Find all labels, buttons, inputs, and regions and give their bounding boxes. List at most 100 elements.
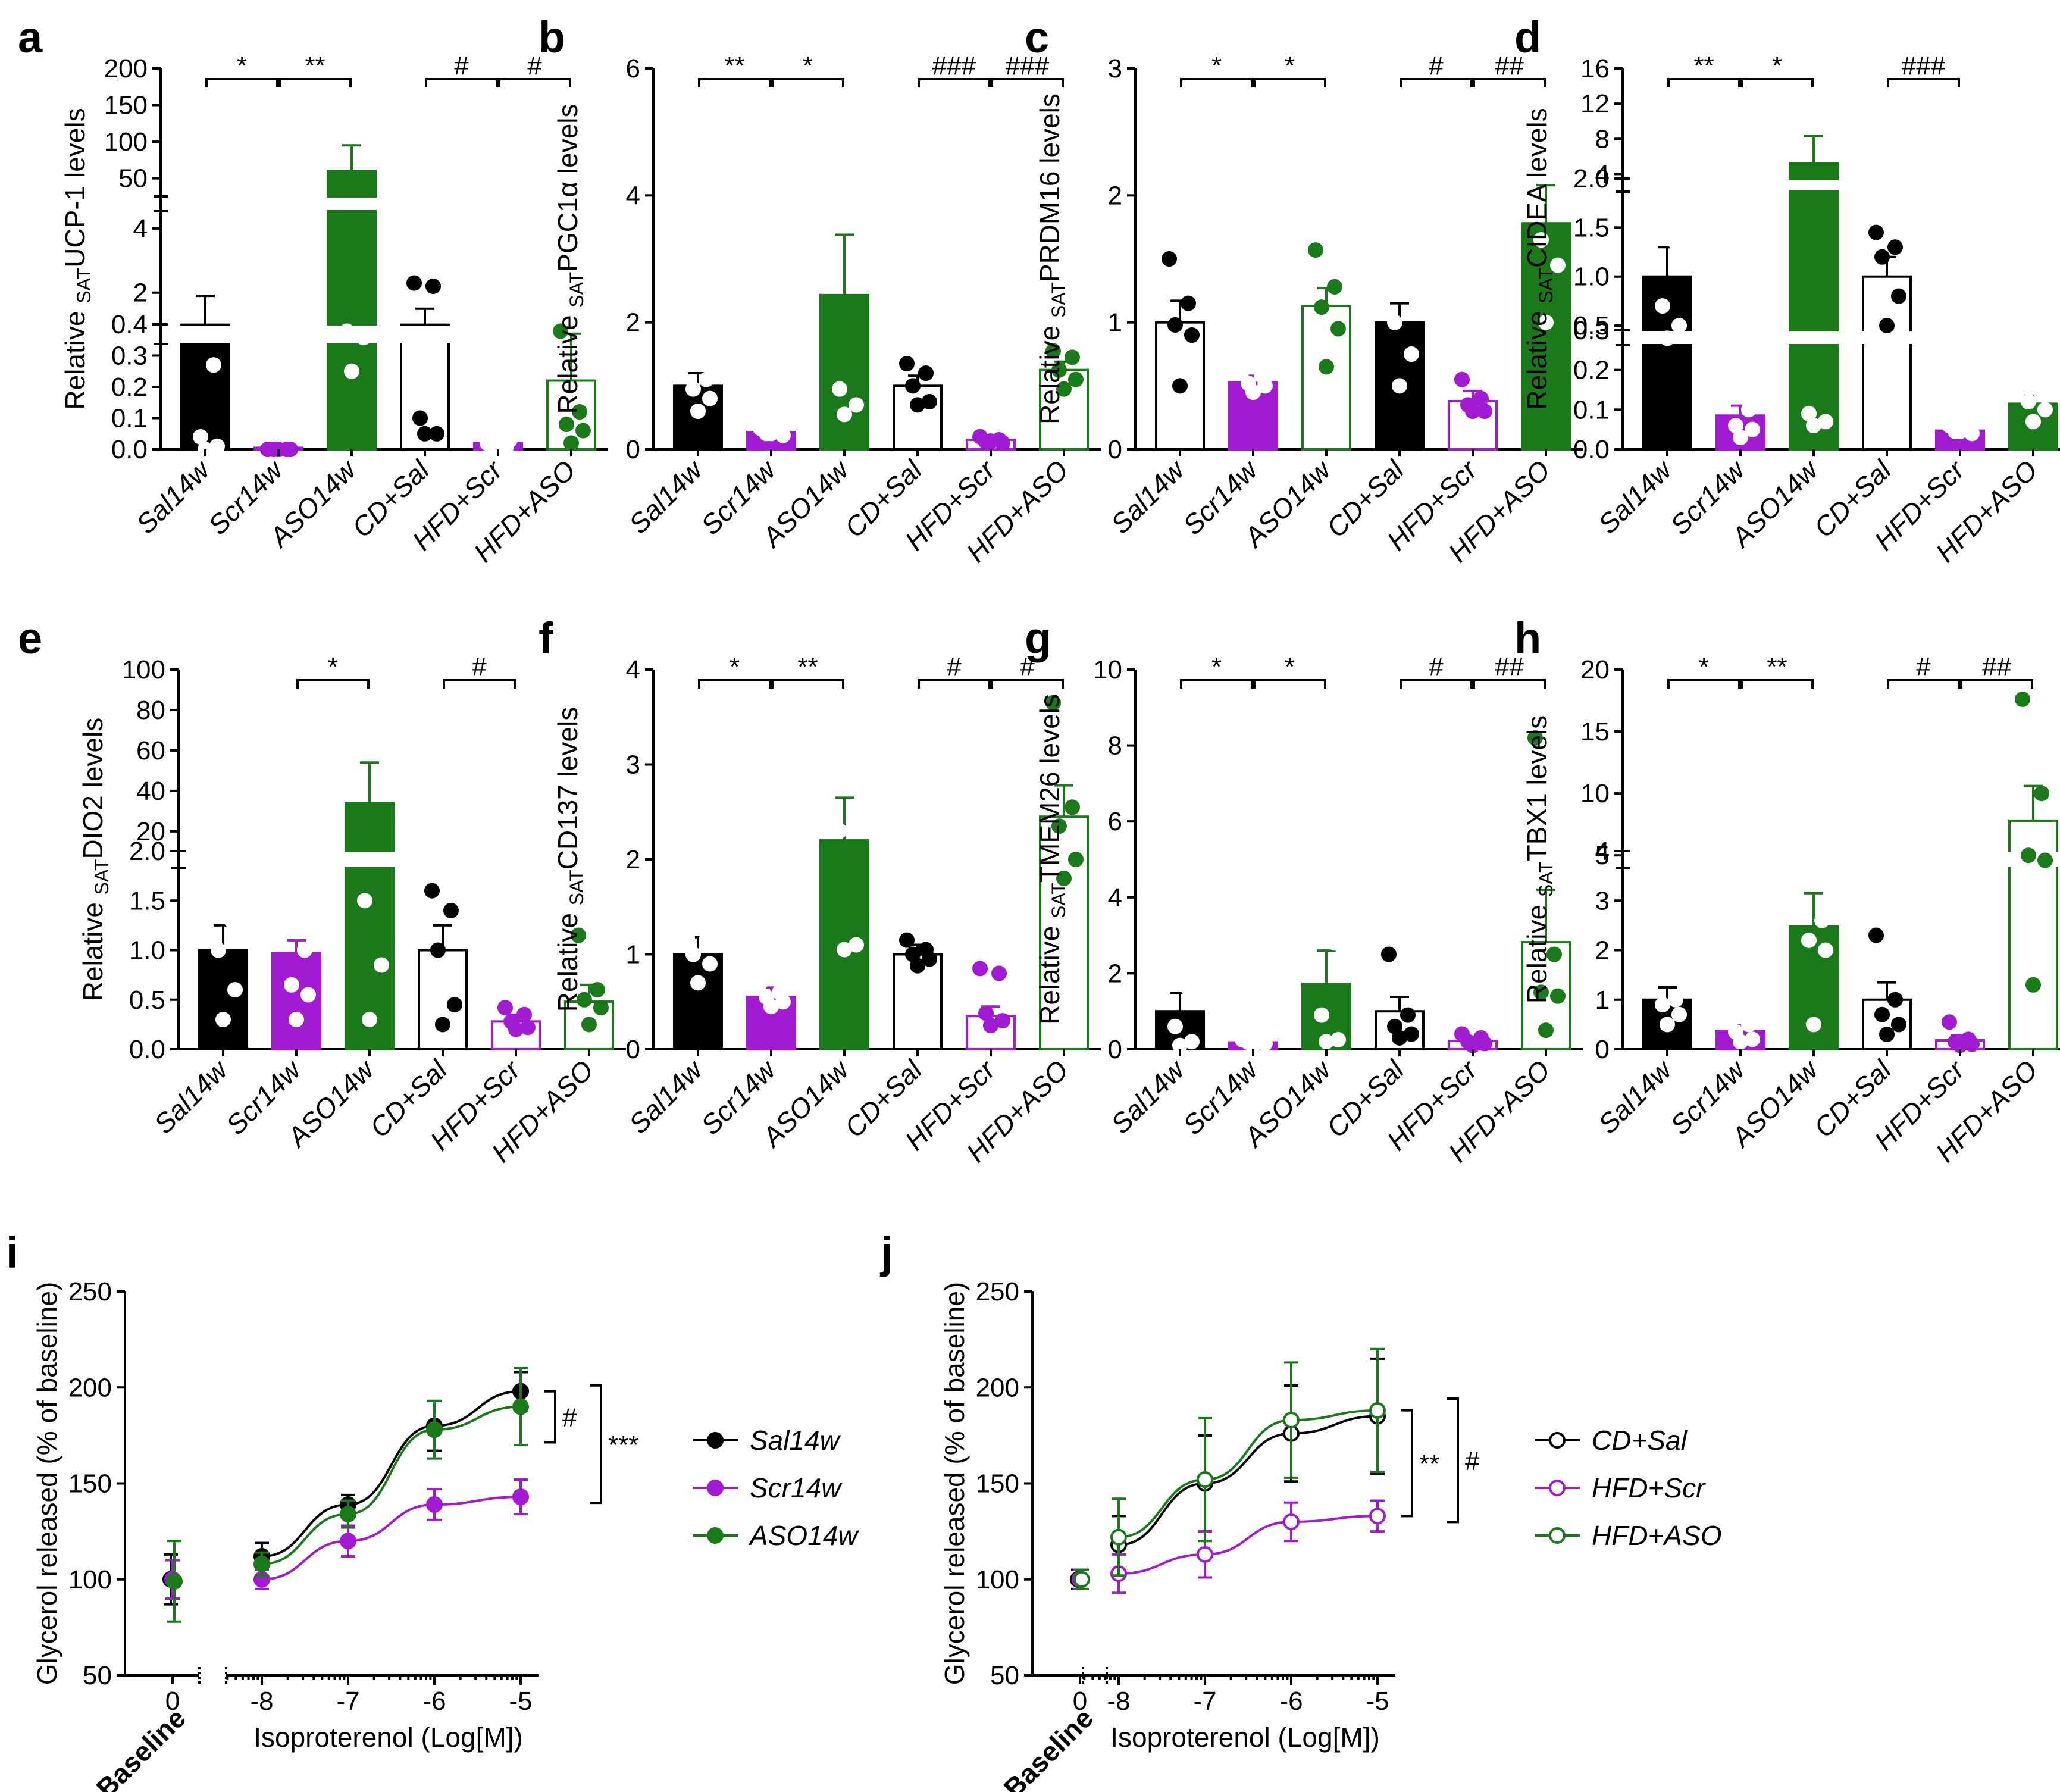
significance-bracket xyxy=(425,78,498,87)
data-point xyxy=(922,951,937,967)
bar xyxy=(1789,162,1839,451)
data-point xyxy=(227,982,243,998)
data-point xyxy=(2025,414,2041,430)
data-point xyxy=(224,912,239,928)
y-tick-label: 100 xyxy=(976,1565,1019,1594)
x-tick-label: -7 xyxy=(1193,1687,1216,1716)
y-tick-label: 100 xyxy=(122,655,165,684)
y-axis-label-suffix: CD137 levels xyxy=(552,707,583,870)
panel-label: d xyxy=(1514,12,1541,62)
data-point xyxy=(1387,314,1402,330)
y-tick-label: 0 xyxy=(626,435,640,464)
significance-bracket xyxy=(1400,679,1473,689)
bar-break-gap xyxy=(1788,180,1839,190)
y-tick-label: 4 xyxy=(1595,837,1610,866)
x-tick-label: -8 xyxy=(1107,1687,1130,1716)
y-tick-label: 50 xyxy=(990,1661,1019,1690)
y-tick-label: 0.5 xyxy=(1573,311,1610,340)
series-line xyxy=(261,1496,521,1581)
significance-label: ## xyxy=(1982,652,2011,681)
significance-label: * xyxy=(237,51,247,80)
data-point xyxy=(406,275,422,291)
data-point xyxy=(1874,1006,1890,1022)
significance-label: * xyxy=(730,652,740,681)
data-point xyxy=(1527,111,1543,127)
y-axis-label: Relative SATPGC1α levels xyxy=(552,104,587,414)
y-tick-label: 4 xyxy=(626,181,640,210)
significance-label: # xyxy=(1020,652,1035,681)
data-point xyxy=(978,1005,994,1021)
data-point xyxy=(680,349,695,365)
y-tick-label: 12 xyxy=(1580,89,1610,118)
panel-label: c xyxy=(1025,12,1049,62)
panel-label: e xyxy=(18,614,42,663)
y-tick-label: 15 xyxy=(1580,717,1610,746)
data-point xyxy=(837,942,852,958)
data-point xyxy=(1814,912,1830,928)
y-tick-label: 0 xyxy=(1595,1035,1610,1064)
comparison-bracket xyxy=(1447,1397,1459,1524)
y-tick-label: 2.0 xyxy=(1573,164,1610,193)
significance-bracket xyxy=(698,78,771,87)
data-point xyxy=(905,378,921,394)
data-point xyxy=(497,1000,513,1016)
y-tick-label: 2 xyxy=(626,845,640,874)
y-tick-label: 2 xyxy=(1108,959,1122,988)
data-point xyxy=(553,323,568,339)
data-point xyxy=(166,1572,183,1590)
data-point xyxy=(1068,852,1084,867)
data-point xyxy=(571,927,586,943)
y-axis-label: Glycerol released (% of baseline) xyxy=(939,1282,970,1685)
data-point xyxy=(1668,992,1683,1008)
comparison-label: # xyxy=(1465,1447,1480,1476)
y-axis-label-prefix: Relative xyxy=(1521,897,1552,1003)
y-tick-label: 0.2 xyxy=(111,373,148,402)
data-point xyxy=(2015,691,2030,707)
y-tick-label: 3 xyxy=(626,750,640,780)
y-tick-label: 0.4 xyxy=(111,310,148,339)
data-point xyxy=(253,1555,270,1572)
data-point xyxy=(991,965,1007,981)
bar xyxy=(198,949,248,1050)
y-tick-label: 0 xyxy=(1108,435,1122,464)
significance-bracket xyxy=(991,78,1064,87)
significance-bracket xyxy=(1667,679,1740,689)
data-point xyxy=(1741,402,1757,418)
y-tick-label: 20 xyxy=(1580,655,1610,684)
data-point xyxy=(1668,234,1683,251)
data-point xyxy=(1671,318,1687,334)
data-point xyxy=(2025,977,2041,993)
significance-label: # xyxy=(527,51,542,80)
y-tick-label: 4 xyxy=(1108,883,1122,912)
data-point xyxy=(1891,288,1906,304)
data-point xyxy=(1801,932,1817,948)
significance-label: * xyxy=(1211,652,1222,681)
data-point xyxy=(1051,818,1067,834)
y-tick-label: 2 xyxy=(133,279,148,308)
data-point xyxy=(1806,418,1821,433)
panel-label: h xyxy=(1514,614,1541,663)
data-point xyxy=(1874,249,1890,265)
data-point xyxy=(1538,1022,1554,1039)
y-tick-label: 200 xyxy=(104,54,148,83)
data-point xyxy=(1473,390,1489,406)
significance-bracket xyxy=(1253,679,1326,689)
significance-label: ** xyxy=(1693,51,1714,80)
significance-label: ### xyxy=(1006,51,1050,80)
data-point xyxy=(1308,242,1323,258)
data-point xyxy=(352,104,368,120)
data-point xyxy=(1660,1017,1675,1033)
data-point xyxy=(1527,730,1543,746)
legend-label: HFD+Scr xyxy=(1592,1472,1706,1503)
data-point xyxy=(374,957,389,973)
y-tick-label: 50 xyxy=(118,164,148,193)
data-point xyxy=(1818,942,1833,958)
y-tick-label: 0.0 xyxy=(1573,435,1610,464)
y-axis-label-suffix: PRDM16 levels xyxy=(1034,93,1065,282)
data-point xyxy=(972,961,988,977)
data-point xyxy=(702,956,718,972)
panel-label: a xyxy=(18,12,43,62)
data-point xyxy=(356,330,371,346)
panel-label: i xyxy=(6,1228,18,1277)
